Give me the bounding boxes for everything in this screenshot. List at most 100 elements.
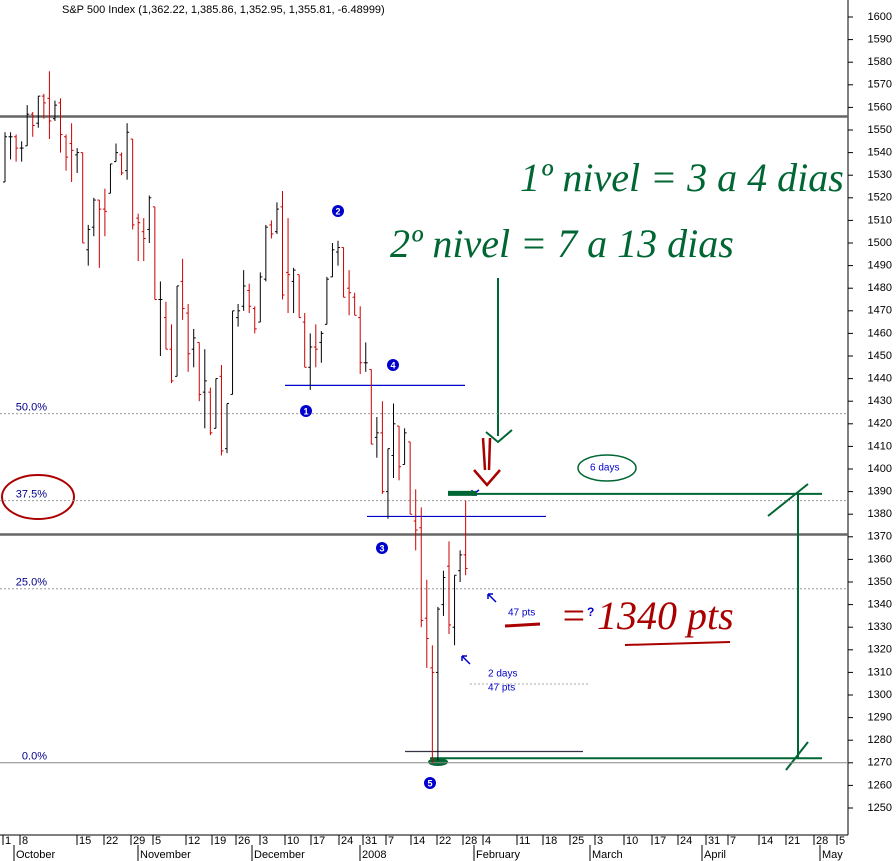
- wave-marker: [376, 542, 388, 554]
- blue-arrow: [487, 593, 497, 603]
- month-label: November: [140, 849, 191, 861]
- fib-label: 50.0%: [16, 402, 47, 414]
- annotation: 6 days: [590, 463, 619, 474]
- month-label: December: [254, 849, 305, 861]
- green-bar: [448, 490, 476, 496]
- x-tick-label: 26: [238, 835, 250, 847]
- wave-marker: [332, 205, 344, 217]
- y-tick-label: 1490: [868, 260, 892, 272]
- handwritten-note: 1º nivel = 3 a 4 dias: [520, 155, 844, 200]
- x-tick-label: 12: [188, 835, 200, 847]
- y-tick-label: 1310: [868, 666, 892, 678]
- y-tick-label: 1460: [868, 327, 892, 339]
- wave-label: 1: [303, 406, 308, 416]
- y-tick-label: 1350: [868, 576, 892, 588]
- y-tick-label: 1440: [868, 373, 892, 385]
- y-tick-label: 1300: [868, 689, 892, 701]
- y-tick-label: 1360: [868, 553, 892, 565]
- red-circle: [1, 474, 75, 520]
- y-tick-label: 1590: [868, 34, 892, 46]
- y-tick-label: 1540: [868, 147, 892, 159]
- x-tick-label: 14: [761, 835, 773, 847]
- y-tick-label: 1320: [868, 644, 892, 656]
- month-label: October: [16, 849, 55, 861]
- y-tick-label: 1470: [868, 305, 892, 317]
- wave-label: 4: [390, 360, 395, 370]
- x-tick-label: 10: [287, 835, 299, 847]
- annotation: 47 pts: [508, 608, 535, 619]
- handwritten-note: 2º nivel = 7 a 13 dias: [390, 221, 734, 266]
- y-tick-label: 1270: [868, 757, 892, 769]
- x-tick-label: 15: [79, 835, 91, 847]
- y-tick-label: 1400: [868, 463, 892, 475]
- y-tick-label: 1370: [868, 531, 892, 543]
- annotation: ?: [587, 605, 594, 619]
- month-label: May: [822, 849, 843, 861]
- x-tick-label: 1: [5, 835, 11, 847]
- x-tick-label: 3: [262, 835, 268, 847]
- wave-marker: [424, 777, 436, 789]
- x-tick-label: 18: [545, 835, 557, 847]
- red-arrow: [473, 437, 501, 487]
- chart-title: S&P 500 Index (1,362.22, 1,385.86, 1,352…: [62, 4, 385, 16]
- x-tick-label: 17: [313, 835, 325, 847]
- y-tick-label: 1530: [868, 169, 892, 181]
- wave-marker: [387, 359, 399, 371]
- x-tick-label: 19: [214, 835, 226, 847]
- x-tick-label: 17: [654, 835, 666, 847]
- x-tick-label: 5: [839, 835, 845, 847]
- month-label: 2008: [362, 849, 386, 861]
- x-tick-label: 21: [788, 835, 800, 847]
- wave-marker: [300, 405, 312, 417]
- handwritten-note: = 1340 pts: [560, 593, 734, 638]
- x-tick-label: 4: [485, 835, 491, 847]
- y-tick-label: 1550: [868, 124, 892, 136]
- y-tick-label: 1330: [868, 621, 892, 633]
- y-tick-label: 1580: [868, 56, 892, 68]
- x-tick-label: 25: [572, 835, 584, 847]
- x-tick-label: 14: [413, 835, 425, 847]
- y-tick-label: 1500: [868, 237, 892, 249]
- month-label: February: [476, 849, 521, 861]
- x-tick-label: 3: [597, 835, 603, 847]
- x-tick-label: 5: [155, 835, 161, 847]
- y-tick-label: 1570: [868, 79, 892, 91]
- x-tick-label: 24: [341, 835, 353, 847]
- y-tick-label: 1340: [868, 599, 892, 611]
- y-tick-label: 1520: [868, 192, 892, 204]
- annotation: 2 days: [488, 669, 517, 680]
- y-tick-label: 1260: [868, 779, 892, 791]
- y-tick-label: 1420: [868, 418, 892, 430]
- y-tick-label: 1390: [868, 486, 892, 498]
- y-tick-label: 1430: [868, 395, 892, 407]
- y-tick-label: 1560: [868, 101, 892, 113]
- month-label: March: [592, 849, 623, 861]
- green-arrow: [485, 278, 513, 444]
- x-tick-label: 24: [680, 835, 692, 847]
- y-tick-label: 1380: [868, 508, 892, 520]
- y-tick-label: 1250: [868, 802, 892, 814]
- x-tick-label: 28: [465, 835, 477, 847]
- wave-label: 3: [379, 543, 384, 553]
- y-tick-label: 1450: [868, 350, 892, 362]
- x-tick-label: 8: [22, 835, 28, 847]
- x-tick-label: 28: [816, 835, 828, 847]
- x-tick-label: 22: [106, 835, 118, 847]
- x-tick-label: 29: [133, 835, 145, 847]
- blue-arrow: [461, 655, 471, 665]
- x-tick-label: 7: [730, 835, 736, 847]
- annotation: 47 pts: [488, 683, 515, 694]
- fib-label: 0.0%: [22, 751, 47, 763]
- fib-label: 37.5%: [16, 489, 47, 501]
- x-tick-label: 10: [626, 835, 638, 847]
- y-tick-label: 1290: [868, 712, 892, 724]
- x-tick-label: 31: [708, 835, 720, 847]
- x-tick-label: 31: [365, 835, 377, 847]
- x-tick-label: 22: [439, 835, 451, 847]
- red-underline: [504, 622, 541, 628]
- green-ellipse: [577, 454, 637, 482]
- y-tick-label: 1600: [868, 11, 892, 23]
- red-underline: [624, 641, 731, 646]
